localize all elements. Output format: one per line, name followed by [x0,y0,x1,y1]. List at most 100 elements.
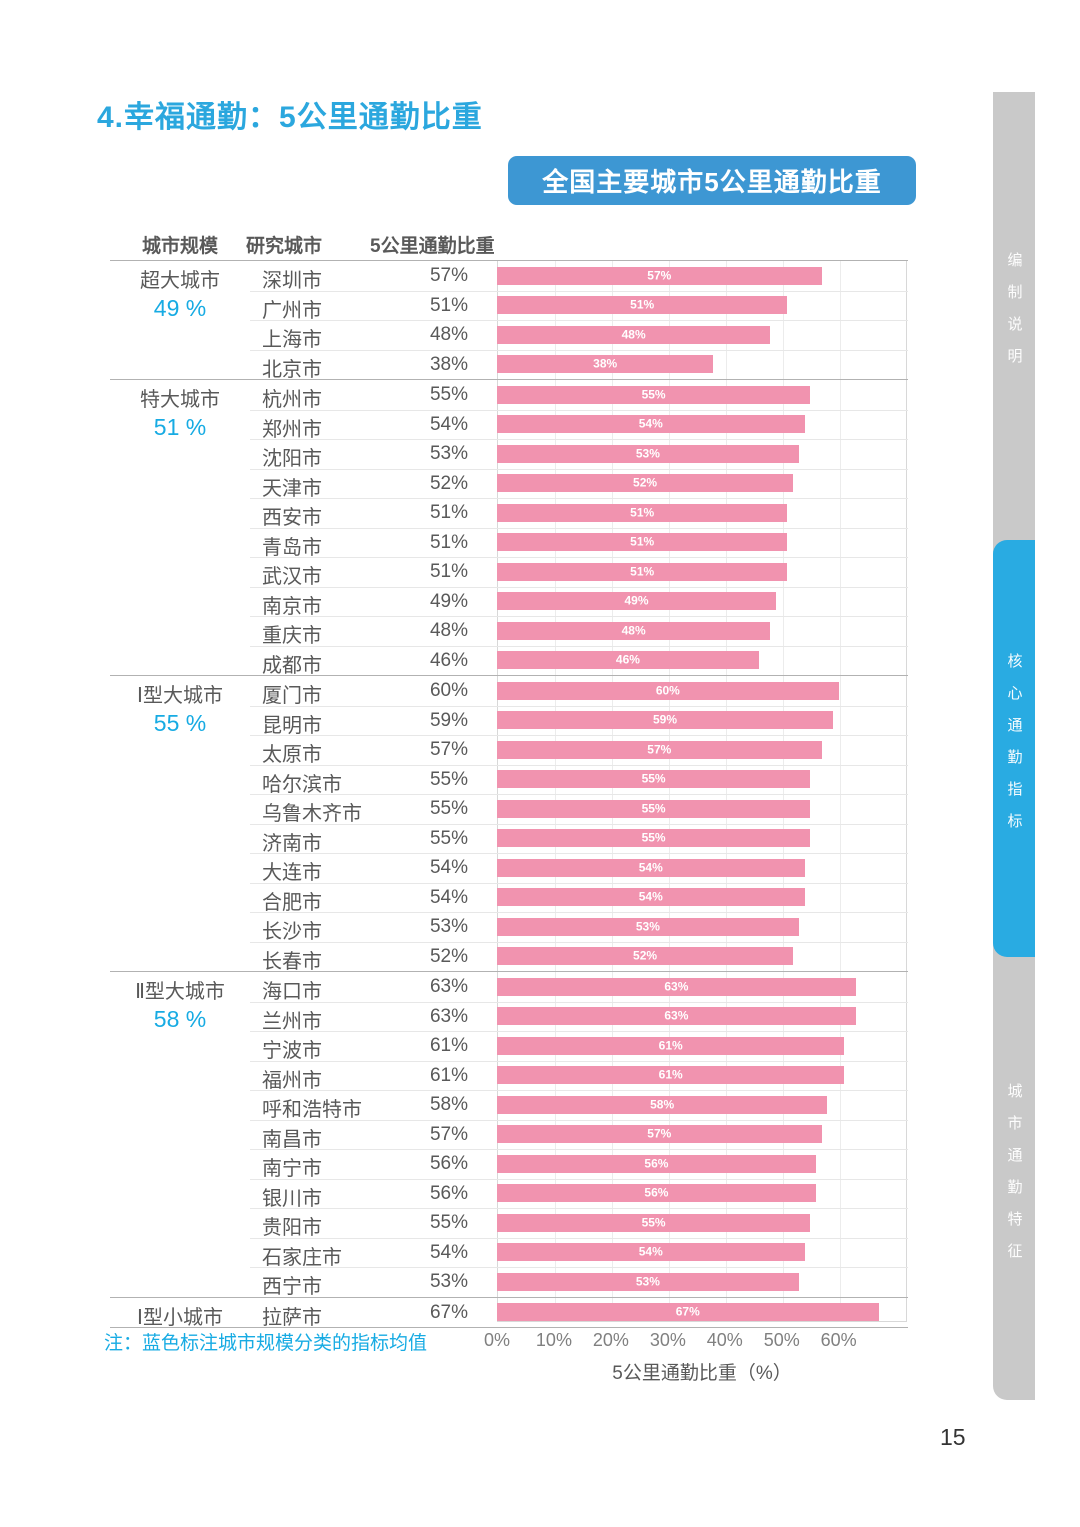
city-name: 西宁市 [262,1276,322,1298]
city-value: 59% [429,709,468,731]
column-header-city-scale: 城市规模 [141,236,218,257]
bar-track: 51% [497,533,907,551]
row-divider [250,823,908,825]
city-value: 58% [429,1094,468,1115]
city-value: 63% [429,1005,468,1027]
chart-note: 注：蓝色标注城市规模分类的指标均值 [104,1333,428,1354]
row-divider [250,1031,908,1032]
city-name: 太原市 [262,744,322,766]
x-tick-label: 30% [649,1330,686,1350]
city-name: 拉萨市 [262,1306,322,1329]
value-bar: 61% [497,1066,845,1084]
bar-label: 51% [630,564,655,579]
bar-track: 49% [497,592,907,610]
bar-label: 52% [633,948,658,963]
table-row: 南宁市 56% 56% [110,1149,908,1180]
bar-label: 52% [633,475,658,490]
section-sidebar: 编制说明 核心通勤指标 城市通勤特征 [993,92,1035,1400]
value-bar: 54% [497,888,805,906]
bar-track: 54% [497,1243,907,1261]
city-name: 昆明市 [262,714,322,737]
bar-label: 54% [638,889,663,904]
row-divider [250,409,908,411]
city-value: 56% [429,1182,468,1204]
city-value: 53% [429,443,468,464]
row-divider [250,1178,908,1180]
group-average: 49 % [153,295,207,321]
city-value: 54% [429,1241,468,1263]
bar-track: 38% [497,355,907,373]
value-bar: 55% [497,770,811,788]
city-value: 52% [429,472,468,494]
value-bar: 55% [497,829,811,847]
bar-track: 55% [497,829,907,847]
city-value: 55% [429,768,468,790]
table-row: 昆明市 59% 59% [110,706,908,737]
bar-track: 46% [497,651,907,669]
sidebar-tab-compilation-notes[interactable]: 编制说明 [993,92,1035,540]
city-name: 济南市 [262,832,322,855]
sidebar-tab-city-commute-features[interactable]: 城市通勤特征 [993,957,1035,1400]
city-scale-group: Ⅰ型大城市 55 % 厦门市 60% 60% 昆明市 59% 59% 太原市 57% 57% 哈尔滨市… [110,675,908,973]
bar-track: 58% [497,1095,907,1114]
city-name: 成都市 [262,654,322,677]
bar-label: 55% [641,801,666,816]
city-value: 54% [429,413,468,435]
table-row: 杭州市 55% 55% [110,380,908,411]
bar-label: 53% [635,919,660,934]
bar-label: 67% [675,1304,700,1319]
value-bar: 61% [497,1036,845,1055]
value-bar: 53% [497,917,799,936]
value-bar: 57% [497,1125,822,1143]
bar-label: 63% [664,1008,689,1023]
page-title: 4.幸福通勤：5公里通勤比重 [97,101,483,134]
row-divider [250,1001,908,1003]
city-value: 55% [429,798,468,819]
city-name: 青岛市 [262,536,322,559]
bar-label: 57% [647,268,672,283]
city-value: 57% [429,265,468,286]
city-value: 61% [429,1035,468,1056]
bar-label: 51% [630,505,655,520]
bar-track: 56% [497,1184,907,1202]
value-bar: 38% [497,355,714,373]
bar-track: 59% [497,711,907,729]
city-value: 54% [429,857,468,878]
row-divider [250,882,908,884]
group-average: 55 % [153,710,207,736]
bar-track: 52% [497,474,907,492]
row-divider [250,586,908,588]
sidebar-tab-core-commute-indicators[interactable]: 核心通勤指标 [993,540,1035,957]
value-bar: 57% [497,740,822,759]
row-divider [250,290,908,292]
table-row: 济南市 55% 55% [110,824,908,855]
city-name: 海口市 [262,981,322,1003]
city-name: 西安市 [262,507,322,529]
city-name: 重庆市 [262,625,322,647]
bar-label: 60% [655,683,680,698]
value-bar: 51% [497,296,788,314]
value-bar: 57% [497,266,822,285]
value-bar: 49% [497,592,776,610]
row-divider [250,1060,908,1062]
bar-label: 38% [593,356,618,371]
value-bar: 59% [497,711,833,729]
value-bar: 55% [497,799,811,818]
page-number: 15 [940,1424,966,1450]
table-row: 沈阳市 53% 53% [110,439,908,470]
bar-label: 55% [641,387,666,402]
city-value: 51% [429,502,468,523]
table-row: 成都市 46% 46% [110,646,908,677]
bar-track: 63% [497,1007,907,1025]
column-header-5km-ratio: 5公里通勤比重 [370,236,495,257]
city-value: 51% [429,531,468,553]
group-name: Ⅰ型大城市 [137,685,223,707]
x-tick-label: 10% [535,1330,572,1350]
group-name: 特大城市 [140,389,220,411]
group-name: Ⅱ型大城市 [135,981,225,1003]
value-bar: 55% [497,1213,811,1232]
value-bar: 54% [497,858,805,877]
row-divider [250,616,908,617]
city-value: 49% [429,590,468,612]
bar-label: 54% [638,416,663,431]
